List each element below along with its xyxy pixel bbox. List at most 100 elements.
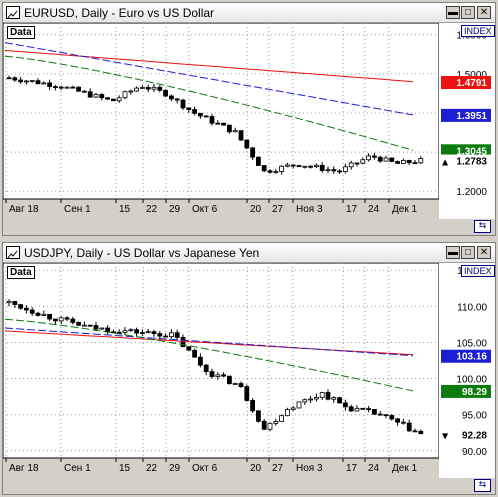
minimize-button[interactable]: ▬ <box>446 6 460 19</box>
candle-body <box>290 164 296 167</box>
index-badge[interactable]: INDEX <box>461 25 495 37</box>
candle-body <box>209 116 215 124</box>
candle-body <box>47 313 52 320</box>
candle-body <box>151 331 157 335</box>
candle-body <box>348 406 354 412</box>
candle-body <box>174 332 180 338</box>
y-tick-label: 100.00 <box>456 375 487 386</box>
candle-body <box>313 164 319 168</box>
maximize-button[interactable]: □ <box>461 6 475 19</box>
chart-app-icon <box>6 246 20 259</box>
x-tick-label: 24 <box>368 204 380 215</box>
candle-body <box>250 400 256 412</box>
candle-body <box>377 156 383 162</box>
maximize-button[interactable]: □ <box>461 246 475 259</box>
price-tag-label: 1.2783 <box>456 157 487 168</box>
candle-body <box>128 90 134 93</box>
close-button[interactable]: ✕ <box>477 246 491 259</box>
candle-body <box>366 155 372 161</box>
candle-body <box>139 87 145 89</box>
plot-area[interactable] <box>3 263 440 459</box>
close-button[interactable]: ✕ <box>477 6 491 19</box>
candle-body <box>76 322 81 326</box>
candle-body <box>348 162 354 168</box>
candle-body <box>261 165 267 172</box>
candle-body <box>232 383 238 385</box>
candle-body <box>87 91 93 98</box>
candle-body <box>308 398 314 401</box>
candle-body <box>308 165 314 168</box>
x-tick-label: 27 <box>272 204 284 215</box>
y-tick-label: 1.5000 <box>456 70 487 81</box>
candle-body <box>174 98 180 101</box>
eurusd-titlebar[interactable]: EURUSD, Daily - Euro vs US Dollar ▬ □ ✕ <box>3 3 495 23</box>
candle-body <box>261 420 267 430</box>
candle-body <box>23 80 29 83</box>
eurusd-window[interactable]: EURUSD, Daily - Euro vs US Dollar ▬ □ ✕ … <box>2 2 496 236</box>
candle-body <box>360 407 366 410</box>
candle-body <box>267 170 273 173</box>
x-tick-label: Дек 1 <box>392 463 417 474</box>
price-tag-label: 98.29 <box>462 387 487 398</box>
candle-body <box>145 331 151 334</box>
candle-body <box>319 164 325 171</box>
candle-body <box>64 86 70 89</box>
candle-body <box>76 86 81 92</box>
candle-body <box>47 82 52 87</box>
candle-body <box>186 107 192 110</box>
candle-body <box>134 329 140 334</box>
candle-body <box>70 318 76 323</box>
last-price-marker-icon: ▼ <box>442 431 449 440</box>
candle-body <box>157 333 163 337</box>
ma-green-line <box>4 318 414 392</box>
candle-body <box>105 327 110 333</box>
candle-body <box>279 415 285 422</box>
candle-body <box>244 386 250 401</box>
auto-scroll-icon[interactable]: ⇆ <box>474 220 491 233</box>
minimize-button[interactable]: ▬ <box>446 246 460 259</box>
x-tick-label: 17 <box>346 463 358 474</box>
candle-body <box>197 112 203 117</box>
candle-body <box>35 80 41 85</box>
usdjpy-window[interactable]: USDJPY, Daily - US Dollar vs Japanese Ye… <box>2 242 496 495</box>
candle-body <box>215 374 221 377</box>
price-tag-bg <box>441 144 491 158</box>
candle-body <box>64 317 70 320</box>
candle-body <box>395 418 401 423</box>
price-tag-bg <box>441 154 491 168</box>
candle-body <box>29 309 35 314</box>
x-tick-label: 24 <box>368 463 380 474</box>
x-tick-label: 22 <box>146 463 158 474</box>
price-tag-bg <box>441 384 491 398</box>
candle-body <box>255 156 261 166</box>
candle-body <box>412 162 418 165</box>
x-tick-label: 15 <box>119 204 131 215</box>
candle-body <box>290 407 296 410</box>
candle-body <box>139 332 145 334</box>
usdjpy-titlebar[interactable]: USDJPY, Daily - US Dollar vs Japanese Ye… <box>3 243 495 263</box>
candle-body <box>383 157 389 162</box>
candle-body <box>366 408 372 411</box>
data-label: Data <box>7 26 35 39</box>
price-axis <box>439 263 495 478</box>
scroll-bar: ⇆ <box>3 478 495 494</box>
candle-body <box>400 421 406 424</box>
candle-body <box>209 371 215 377</box>
x-tick-label: Ноя 3 <box>296 463 323 474</box>
candle-body <box>406 160 412 164</box>
candle-body <box>53 318 58 322</box>
last-price-marker-icon: ▲ <box>442 158 449 167</box>
candle-body <box>354 407 360 412</box>
plot-area[interactable] <box>3 23 440 200</box>
candle-body <box>53 86 58 88</box>
x-tick-label: Сен 1 <box>64 204 91 215</box>
candle-body <box>296 165 302 167</box>
candle-body <box>412 430 418 433</box>
y-tick-label: 110.00 <box>457 302 487 313</box>
auto-scroll-icon[interactable]: ⇆ <box>474 479 491 492</box>
index-badge[interactable]: INDEX <box>461 265 495 277</box>
price-tag-label: 1.3951 <box>456 111 487 122</box>
candle-body <box>192 109 198 114</box>
